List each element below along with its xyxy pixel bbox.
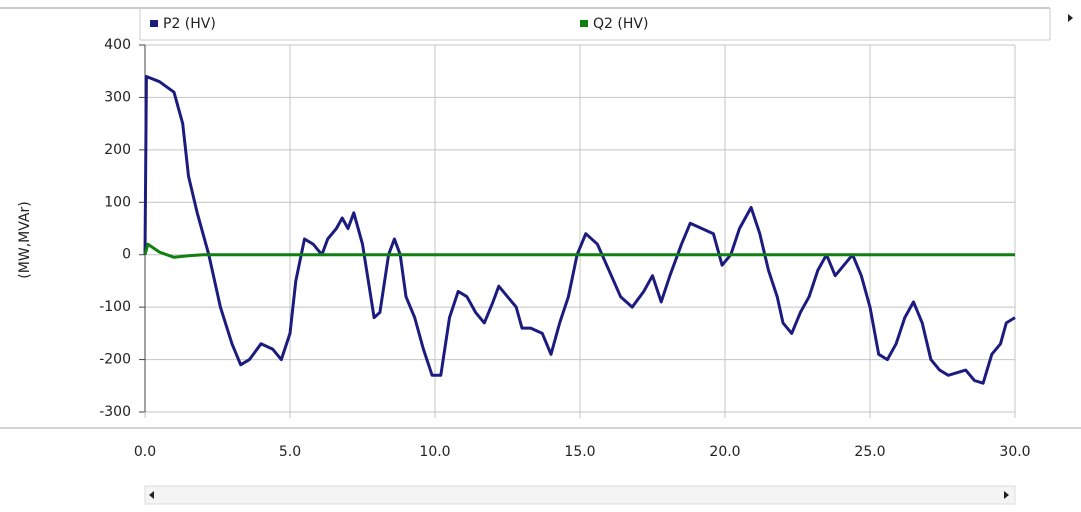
x-tick-label: 20.0 bbox=[709, 444, 740, 460]
y-tick-label: -300 bbox=[99, 404, 131, 420]
menu-arrow[interactable] bbox=[1068, 14, 1073, 22]
x-tick-label: 10.0 bbox=[419, 444, 450, 460]
scroll-right[interactable] bbox=[1004, 491, 1009, 499]
legend-label: P2 (HV) bbox=[163, 16, 216, 32]
y-tick-label: -200 bbox=[99, 352, 131, 368]
y-tick-label: 200 bbox=[104, 142, 131, 158]
y-tick-label: 100 bbox=[104, 194, 131, 210]
legend-swatch bbox=[580, 20, 588, 27]
y-tick-label: 300 bbox=[104, 89, 131, 105]
legend-swatch bbox=[150, 20, 158, 27]
x-tick-label: 25.0 bbox=[854, 444, 885, 460]
y-tick-label: 400 bbox=[104, 37, 131, 53]
x-tick-label: 0.0 bbox=[134, 444, 156, 460]
scrollbar[interactable] bbox=[144, 485, 1016, 505]
series-line bbox=[143, 242, 1015, 259]
legend-label: Q2 (HV) bbox=[593, 16, 648, 32]
series-line bbox=[143, 75, 1016, 385]
y-tick-label: -100 bbox=[99, 299, 131, 315]
y-axis-label: (MW,MVAr) bbox=[17, 201, 33, 278]
y-tick-label: 0 bbox=[122, 247, 131, 263]
x-tick-label: 5.0 bbox=[279, 444, 301, 460]
x-tick-label: 30.0 bbox=[999, 444, 1030, 460]
x-tick-label: 15.0 bbox=[564, 444, 595, 460]
scroll-left[interactable] bbox=[149, 491, 154, 499]
